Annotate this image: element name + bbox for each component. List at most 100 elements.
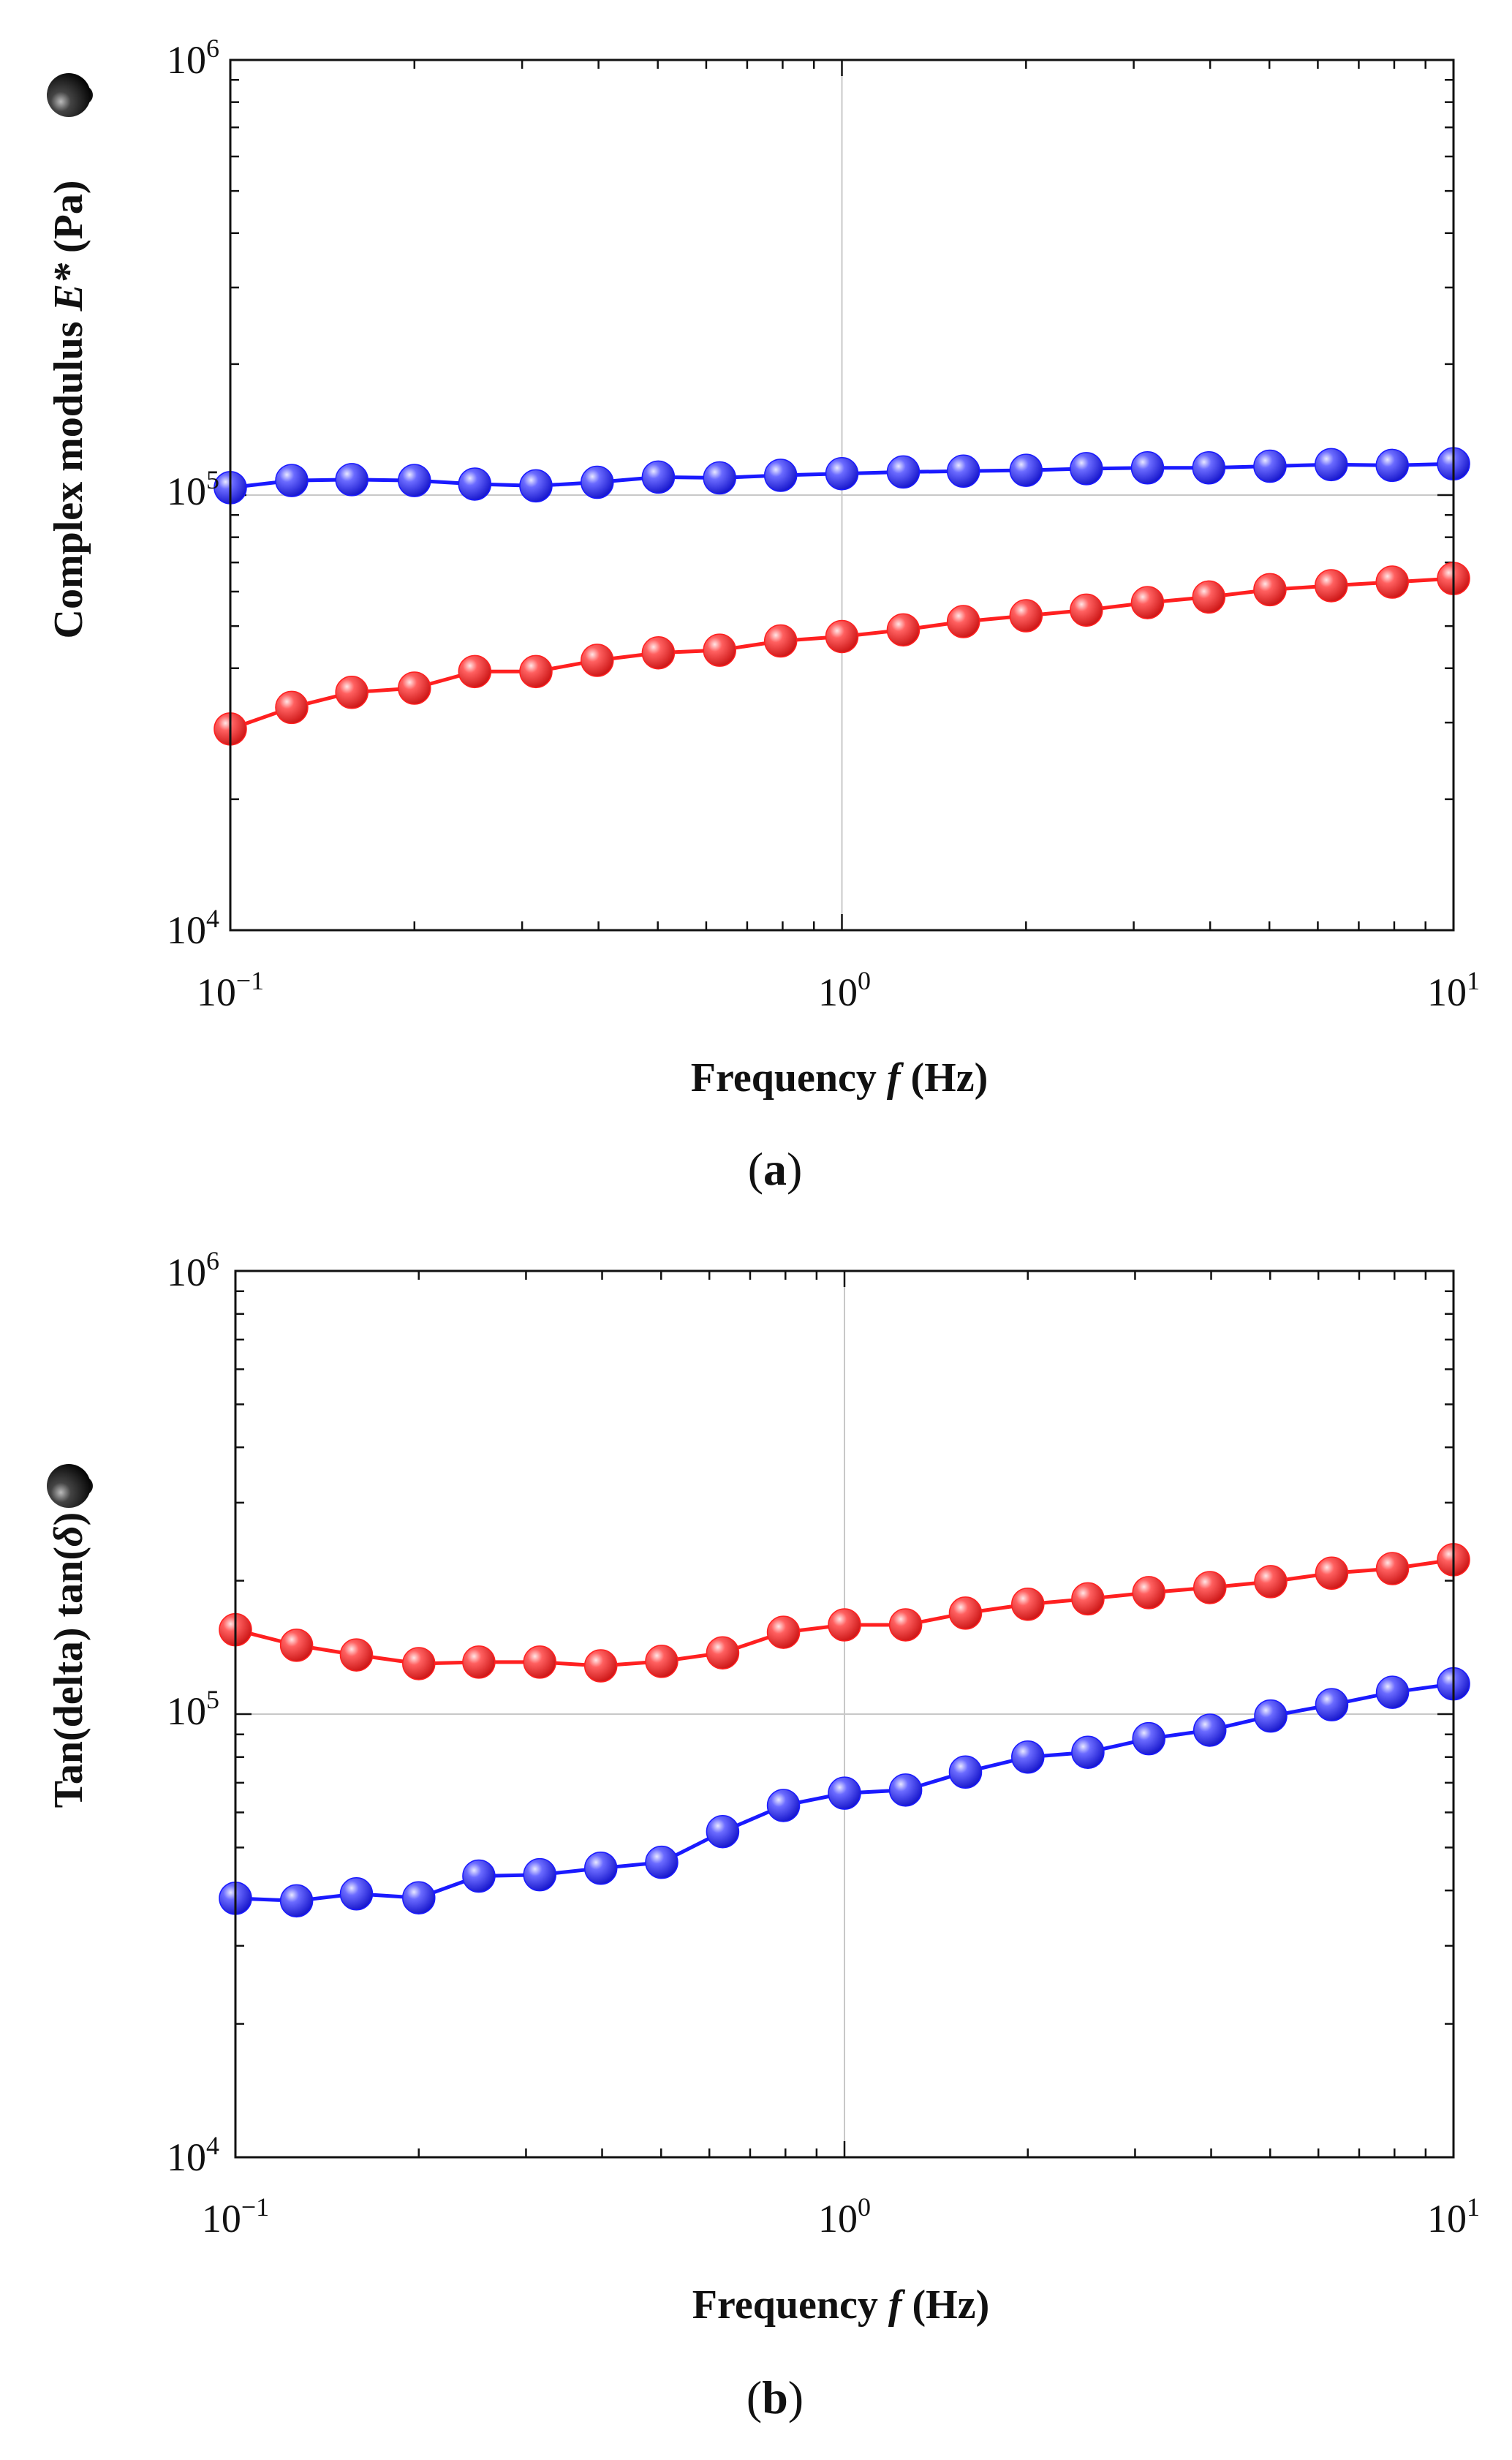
data-point-red <box>766 1615 801 1649</box>
data-point-red <box>1315 1556 1349 1591</box>
data-point-red <box>523 1645 556 1679</box>
data-point-blue <box>1071 1735 1105 1769</box>
data-point-blue <box>706 1814 740 1849</box>
data-point-red <box>339 1638 374 1672</box>
data-point-red <box>335 676 368 709</box>
data-point-red <box>1375 565 1409 599</box>
data-point-blue <box>1132 1721 1165 1756</box>
y-tick-label: 104 <box>167 904 219 952</box>
data-point-blue <box>1315 1688 1349 1721</box>
plot-frame-a <box>229 59 1455 932</box>
data-point-blue <box>946 454 980 488</box>
data-point-blue <box>402 1881 436 1914</box>
data-point-blue <box>1375 448 1409 483</box>
data-point-blue <box>886 455 921 489</box>
data-point-blue <box>1009 453 1043 487</box>
data-point-red <box>1070 593 1103 627</box>
data-point-blue <box>828 1776 861 1810</box>
data-point-blue <box>641 460 676 494</box>
data-point-red <box>946 605 980 638</box>
data-point-red <box>581 644 614 677</box>
data-point-red <box>706 1636 740 1669</box>
y-tick-label: 104 <box>167 2131 219 2179</box>
y-axis-marker-ball-icon <box>47 73 91 117</box>
x-tick-label: 101 <box>1427 2192 1480 2241</box>
y-axis-marker-ball-icon <box>47 1464 91 1508</box>
data-point-red <box>1254 1565 1288 1599</box>
data-point-red <box>402 1647 436 1680</box>
panel-label-b: (b) <box>746 2372 804 2423</box>
data-point-blue <box>398 464 431 497</box>
svg-text:Complex modulus E* (Pa): Complex modulus E* (Pa) <box>46 181 91 639</box>
plot-frame-b <box>234 1269 1455 2159</box>
data-point-red <box>1071 1582 1105 1616</box>
data-point-blue <box>825 456 859 491</box>
data-point-red <box>1011 1587 1045 1621</box>
data-point-red <box>1192 1571 1227 1604</box>
grid-lines-b <box>235 1271 1454 2157</box>
data-point-blue <box>1253 449 1287 483</box>
y-tick-label: 106 <box>167 34 219 82</box>
chart-panel-a: 104 105 106 10−1 100 101 Frequency f (Hz… <box>46 34 1480 1195</box>
data-point-blue <box>1254 1699 1288 1733</box>
data-point-red <box>519 654 553 689</box>
data-point-blue <box>1314 448 1348 482</box>
y-tick-label: 105 <box>167 465 219 513</box>
data-point-red <box>828 1608 861 1642</box>
x-axis-title-a: Frequency f (Hz) <box>691 1055 988 1101</box>
data-point-blue <box>581 465 614 499</box>
data-point-red <box>1009 599 1043 633</box>
x-tick-label: 10−1 <box>197 966 264 1014</box>
data-point-red <box>1375 1552 1410 1585</box>
data-point-red <box>886 613 921 647</box>
data-point-blue <box>645 1845 678 1879</box>
data-point-red <box>703 633 736 667</box>
data-point-red <box>948 1596 983 1630</box>
data-point-red <box>763 624 798 658</box>
x-tick-label: 10−1 <box>202 2192 269 2241</box>
data-point-red <box>1253 573 1287 607</box>
data-point-red <box>1132 1576 1165 1610</box>
data-point-blue <box>1070 452 1103 486</box>
series-layer-b <box>219 1543 1470 1918</box>
data-point-red <box>462 1645 496 1679</box>
data-point-blue <box>335 463 368 497</box>
panel-label-a: (a) <box>748 1143 803 1195</box>
data-point-red <box>583 1649 618 1683</box>
x-tick-label: 100 <box>818 966 871 1014</box>
data-point-red <box>825 619 859 654</box>
data-point-red <box>888 1608 923 1642</box>
data-point-red <box>1130 586 1165 619</box>
chart-panel-b: 104 105 106 10−1 100 101 Frequency f (Hz… <box>46 1246 1480 2423</box>
data-point-red <box>1314 569 1348 603</box>
data-point-blue <box>275 464 309 497</box>
data-point-red <box>279 1629 314 1662</box>
x-tick-label: 100 <box>818 2192 871 2241</box>
data-point-blue <box>519 469 553 503</box>
x-axis-title-b: Frequency f (Hz) <box>692 2282 989 2328</box>
y-tick-label: 105 <box>167 1685 219 1733</box>
data-point-blue <box>1192 451 1226 485</box>
data-point-blue <box>766 1789 801 1822</box>
y-tick-label: 106 <box>167 1246 219 1294</box>
data-point-red <box>275 690 309 725</box>
data-point-blue <box>948 1755 983 1789</box>
data-point-blue <box>458 467 492 501</box>
data-point-blue <box>1130 451 1165 485</box>
data-point-blue <box>888 1773 923 1807</box>
data-point-red <box>645 1645 678 1678</box>
data-point-blue <box>1375 1675 1410 1709</box>
y-axis-title-a: Complex modulus E* (Pa) ● <box>46 73 105 638</box>
data-point-red <box>398 671 431 705</box>
data-point-blue <box>703 461 736 495</box>
data-point-blue <box>583 1851 618 1885</box>
data-point-blue <box>763 459 798 492</box>
y-axis-title-b: Tan(delta) tan(δ) ● <box>46 1464 105 1808</box>
data-point-blue <box>1192 1713 1227 1747</box>
data-point-blue <box>462 1859 496 1893</box>
data-point-red <box>641 635 676 670</box>
data-point-red <box>1192 580 1226 614</box>
data-point-blue <box>523 1857 556 1892</box>
grid-lines-a <box>230 60 1454 930</box>
